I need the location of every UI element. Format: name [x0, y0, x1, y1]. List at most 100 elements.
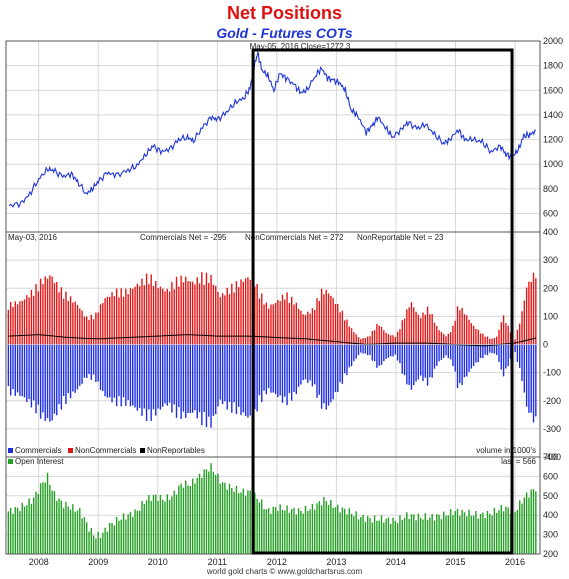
noncommercials-bar: [168, 291, 171, 345]
commercials-bar: [159, 344, 162, 410]
open-interest-bar: [7, 511, 10, 554]
last-value-note: last = 566: [501, 457, 536, 466]
noncommercials-bar: [413, 307, 415, 345]
commercials-bar: [357, 344, 360, 356]
open-interest-bar: [69, 509, 72, 554]
commercials-bar: [120, 344, 122, 407]
noncommercials-bar: [507, 325, 509, 345]
commercials-bar: [307, 344, 309, 383]
noncommercials-bar: [129, 288, 132, 345]
noncommercials-bar: [125, 288, 127, 345]
noncommercials-bar: [366, 336, 369, 345]
commercials-bar: [95, 344, 97, 383]
commercials-bar: [482, 344, 484, 359]
noncommercials-bar: [171, 282, 173, 345]
commercials-bar: [231, 344, 233, 413]
noncommercials-bar: [380, 326, 383, 345]
open-interest-bar: [281, 509, 284, 554]
noncommercials-bar: [284, 299, 286, 345]
noncommercials-bar: [297, 308, 300, 345]
commercials-bar: [309, 344, 311, 381]
commercials-bar: [438, 344, 440, 362]
noncommercials-bar: [532, 272, 535, 345]
commercials-bar: [233, 344, 235, 403]
commercials-bar: [247, 344, 249, 418]
open-interest-bar: [396, 523, 399, 554]
commercials-bar: [290, 344, 293, 401]
price-y-tick-label: 800: [543, 184, 558, 194]
commercials-net-label: Commercials Net = -295: [140, 233, 227, 242]
commercials-bar: [35, 344, 37, 414]
commercials-bar: [394, 344, 397, 355]
commercials-bar: [23, 344, 26, 398]
noncommercials-bar: [35, 284, 37, 345]
commercials-bar: [85, 344, 88, 379]
open-interest-bar: [491, 515, 493, 554]
commercials-bar: [346, 344, 348, 376]
open-interest-bar: [406, 512, 408, 554]
commercials-bar: [152, 344, 155, 410]
noncommercials-bar: [69, 296, 72, 345]
noncommercials-bar: [495, 336, 498, 345]
open-interest-bar: [470, 515, 473, 554]
commercials-bar: [210, 344, 212, 428]
noncommercials-bar: [30, 289, 33, 345]
noncommercials-bar: [106, 296, 109, 345]
open-interest-bar: [72, 504, 74, 554]
noncommercials-bar: [293, 304, 295, 345]
open-interest-bar: [173, 490, 175, 554]
noncommercials-bar: [475, 328, 477, 345]
noncommercials-bar: [390, 335, 392, 345]
open-interest-bar: [424, 513, 426, 554]
commercials-bar: [440, 344, 443, 360]
open-interest-bar: [493, 507, 496, 554]
commercials-bar: [293, 344, 295, 392]
commercials-bar: [141, 344, 143, 416]
open-interest-bar: [109, 522, 111, 554]
commercials-bar: [28, 344, 30, 400]
noncommercials-bar: [242, 281, 245, 345]
noncommercials-bar: [240, 279, 242, 345]
open-interest-bar: [120, 519, 122, 554]
open-interest-bar: [228, 483, 231, 554]
noncommercials-bar: [99, 304, 102, 345]
noncommercials-bar: [205, 272, 208, 345]
open-interest-bar: [440, 519, 443, 554]
open-interest-bar: [134, 509, 136, 554]
commercials-bar: [46, 344, 49, 419]
commercials-bar: [166, 344, 169, 406]
commercials-bar: [419, 344, 422, 376]
commercials-bar: [157, 344, 159, 409]
open-interest-bar: [51, 490, 53, 554]
commercials-bar: [498, 344, 500, 362]
commercials-bar: [353, 344, 355, 362]
price-y-tick-label: 1200: [543, 135, 563, 145]
commercials-bar: [201, 344, 203, 426]
open-interest-bar: [58, 498, 60, 554]
commercials-bar: [12, 344, 14, 390]
open-interest-bar: [290, 509, 293, 554]
noncommercials-bar: [378, 325, 380, 345]
net-y-tick-label: -300: [543, 424, 561, 434]
noncommercials-bar: [502, 315, 505, 345]
open-interest-bar: [316, 503, 318, 554]
open-interest-bar: [410, 514, 413, 554]
open-interest-bar: [403, 517, 406, 554]
open-interest-bar: [244, 495, 247, 554]
open-interest-bar: [178, 485, 180, 554]
commercials-bar: [443, 344, 445, 358]
open-interest-bar: [127, 514, 129, 554]
commercials-bar: [92, 344, 95, 375]
noncommercials-bar: [295, 302, 297, 345]
commercials-bar: [228, 344, 231, 402]
noncommercials-bar: [196, 277, 198, 345]
noncommercials-bar: [479, 333, 482, 345]
open-interest-bar: [401, 520, 403, 554]
commercials-bar: [9, 344, 12, 396]
noncommercials-bar: [65, 291, 67, 345]
open-interest-bar: [95, 538, 97, 554]
noncommercials-bar: [180, 275, 182, 345]
commercials-bar: [422, 344, 424, 381]
open-interest-bar: [157, 500, 159, 554]
